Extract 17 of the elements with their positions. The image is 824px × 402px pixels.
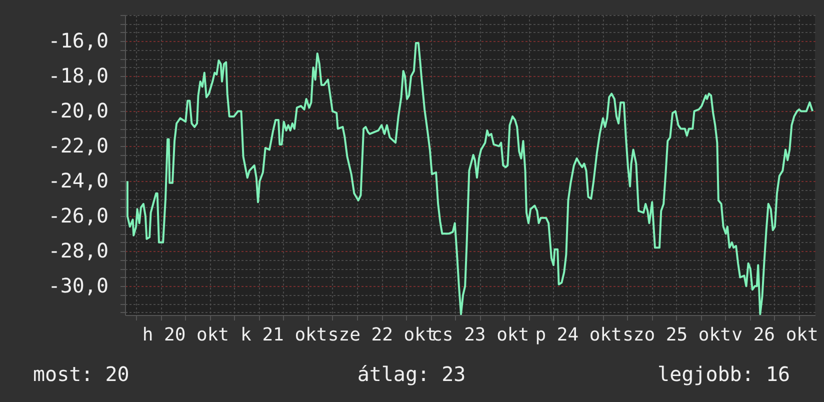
y-tick-label: -24,0 xyxy=(48,168,108,193)
x-tick-label: h 20 okt xyxy=(142,324,230,346)
y-tick-label: -30,0 xyxy=(48,274,108,298)
y-tick-label: -22,0 xyxy=(48,134,108,158)
x-tick-label: k 21 okt xyxy=(240,324,328,346)
x-tick-label: cs 23 okt xyxy=(432,324,530,346)
y-tick-label: -20,0 xyxy=(48,98,108,123)
y-tick-label: -16,0 xyxy=(48,28,108,53)
y-tick-label: -28,0 xyxy=(48,238,108,263)
text: most: 20 xyxy=(33,362,130,386)
y-tick-label: -26,0 xyxy=(48,204,108,228)
x-tick-label: v 26 okt xyxy=(732,324,818,346)
text: átlag: 23 xyxy=(357,362,466,386)
x-tick-label: p 24 okt xyxy=(535,324,622,346)
x-tick-label: szo 25 okt xyxy=(622,324,731,346)
y-tick-label: -18,0 xyxy=(48,64,108,88)
text: legjobb: 16 xyxy=(658,362,790,386)
